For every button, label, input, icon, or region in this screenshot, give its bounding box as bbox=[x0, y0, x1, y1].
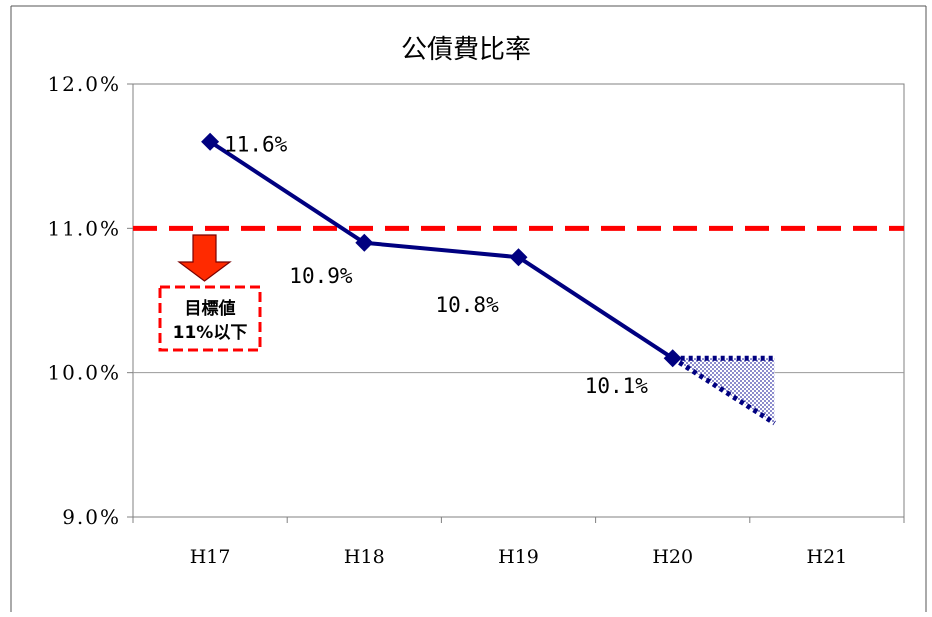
target-box bbox=[158, 285, 262, 352]
series-layer bbox=[201, 132, 682, 368]
series-line bbox=[209, 140, 674, 360]
y-tick-label: 9.0% bbox=[62, 505, 121, 529]
data-point-marker bbox=[663, 349, 682, 368]
down-arrow-icon bbox=[177, 234, 232, 282]
chart-title: 公債費比率 bbox=[401, 35, 531, 65]
plot-area bbox=[132, 83, 905, 518]
y-axis-ticks bbox=[127, 83, 133, 518]
x-axis-ticks bbox=[132, 517, 905, 523]
x-tick-label: H21 bbox=[807, 546, 848, 568]
y-tick-label: 12.0% bbox=[47, 72, 121, 96]
x-tick-label: H17 bbox=[190, 546, 231, 568]
target-annotation: 目標値 11%以下 bbox=[158, 234, 262, 352]
x-axis-labels: H17 H18 H19 H20 H21 bbox=[190, 546, 848, 568]
projection-fill bbox=[672, 358, 775, 424]
data-point-marker bbox=[355, 233, 374, 252]
data-label: 10.1% bbox=[585, 374, 649, 398]
data-label: 10.9% bbox=[289, 264, 353, 288]
projection-wedge bbox=[671, 355, 776, 426]
data-labels: 11.6% 10.9% 10.8% 10.1% bbox=[224, 133, 648, 399]
x-tick-label: H18 bbox=[344, 546, 385, 568]
target-label-line2: 11%以下 bbox=[173, 323, 248, 343]
data-point-marker bbox=[509, 248, 528, 267]
x-tick-label: H19 bbox=[498, 546, 539, 568]
y-tick-label: 11.0% bbox=[47, 216, 121, 240]
y-axis-labels: 12.0% 11.0% 10.0% 9.0% bbox=[47, 72, 121, 529]
data-label: 10.8% bbox=[436, 293, 500, 317]
target-label-line1: 目標値 bbox=[185, 298, 236, 319]
y-tick-label: 10.0% bbox=[47, 361, 121, 385]
data-label: 11.6% bbox=[224, 133, 288, 157]
x-tick-label: H20 bbox=[652, 546, 693, 568]
data-point-marker bbox=[201, 132, 220, 151]
